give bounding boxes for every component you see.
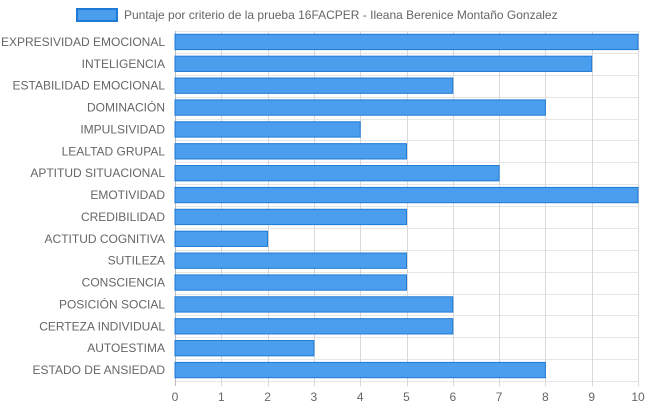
bar: [174, 361, 546, 379]
category-label: APTITUD SITUACIONAL: [30, 166, 165, 180]
bar: [174, 33, 639, 51]
x-tick-label: 6: [449, 390, 456, 404]
category-label: INTELIGENCIA: [82, 57, 165, 71]
category-label: CONSCIENCIA: [82, 276, 165, 290]
category-label: CERTEZA INDIVIDUAL: [39, 319, 165, 333]
x-tick-label: 2: [264, 390, 271, 404]
bar: [174, 55, 593, 72]
x-tick-label: 3: [311, 390, 318, 404]
bar: [174, 121, 361, 138]
bar: [174, 274, 407, 291]
bar: [174, 143, 407, 160]
category-label: CREDIBILIDAD: [81, 210, 165, 224]
x-tick-label: 7: [496, 390, 503, 404]
x-tick-label: 9: [588, 390, 595, 404]
category-label: EXPRESIVIDAD EMOCIONAL: [1, 35, 165, 49]
bar: [174, 252, 407, 269]
bar: [174, 208, 407, 226]
category-label: EMOTIVIDAD: [90, 188, 165, 202]
bar: [174, 165, 500, 182]
category-label: ESTABILIDAD EMOCIONAL: [13, 79, 166, 93]
category-label: ACTITUD COGNITIVA: [45, 232, 165, 246]
legend-label: Puntaje por criterio de la prueba 16FACP…: [124, 8, 558, 22]
category-label: POSICIÓN SOCIAL: [59, 296, 165, 311]
x-tick-label: 5: [403, 390, 410, 404]
bar: [174, 186, 639, 204]
legend-swatch: [76, 8, 118, 22]
bar: [174, 77, 454, 94]
x-tick-label: 4: [357, 390, 364, 404]
bar: [174, 296, 454, 313]
category-label: SUTILEZA: [108, 254, 165, 268]
bar: [174, 230, 269, 247]
bar: [174, 340, 315, 357]
x-tick-label: 10: [631, 390, 645, 404]
category-label: ESTADO DE ANSIEDAD: [33, 363, 166, 377]
x-tick-label: 1: [218, 390, 225, 404]
x-tick-label: 8: [542, 390, 549, 404]
x-tick-label: 0: [172, 390, 179, 404]
bar: [174, 318, 454, 335]
category-label: IMPULSIVIDAD: [80, 122, 165, 136]
category-label: DOMINACIÓN: [87, 100, 165, 115]
legend[interactable]: Puntaje por criterio de la prueba 16FACP…: [76, 6, 558, 24]
category-label: LEALTAD GRUPAL: [62, 144, 166, 158]
bar: [174, 99, 546, 116]
category-label: AUTOESTIMA: [87, 341, 165, 355]
